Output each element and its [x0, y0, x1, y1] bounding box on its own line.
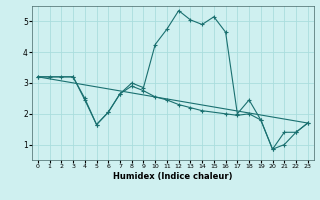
X-axis label: Humidex (Indice chaleur): Humidex (Indice chaleur) [113, 172, 233, 181]
